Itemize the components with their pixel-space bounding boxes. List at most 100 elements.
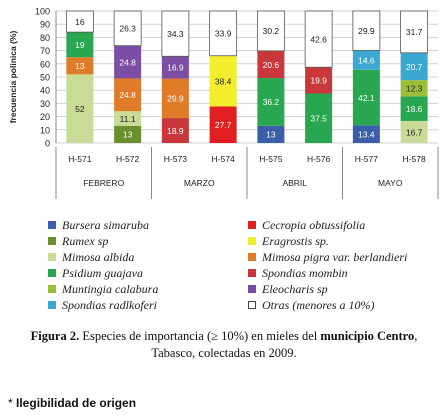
legend-swatch [48,253,56,261]
bar-segment [66,57,94,75]
bar-segment [257,78,285,126]
bar-segment [66,74,94,143]
bar-segment [161,78,189,119]
bar-segment [114,125,142,143]
caption-figure-label: Figura 2. [30,329,80,343]
y-tick-label: 90 [40,20,50,30]
data-label: 30.2 [263,26,280,36]
legend-swatch [48,301,56,309]
legend-item: Muntingia calabura [48,282,158,297]
bar-segment [257,125,285,143]
caption-text-2: , Tabasco, colectadas en 2009. [151,329,418,360]
x-tick-label: H-576 [307,154,330,164]
data-label: 31.7 [406,27,423,37]
y-tick-label: 0 [45,139,50,149]
bar-segment [114,78,142,112]
y-axis-label: frecuencia polinica (%) [8,31,18,124]
figure-caption: Figura 2. Especies de importancia (≥ 10%… [8,328,440,362]
y-tick-label: 20 [40,112,50,122]
legend-swatch [48,237,56,245]
y-tick-label: 10 [40,125,50,135]
bar-segment [65,10,94,33]
legend-swatch [48,285,56,293]
bar-segment [66,32,94,58]
group-label: FEBRERO [83,178,124,188]
bar-segment [114,111,142,126]
legend-item: Mimosa pigra var. berlandieri [248,250,407,265]
footnote-asterisk: * [8,396,13,410]
data-label: 27.7 [215,120,232,130]
data-label: 13 [266,130,276,140]
data-label: 12.3 [406,84,423,94]
group-label: ABRIL [282,178,307,188]
data-label: 18.6 [406,104,423,114]
bar-segment [352,69,380,126]
bar-segment [113,10,142,47]
y-tick-label: 70 [40,46,50,56]
footnote: * Ilegibilidad de origen [8,396,136,410]
data-label: 33.9 [215,29,232,39]
y-tick-label: 40 [40,86,50,96]
data-label: 11.1 [120,114,136,124]
legend-label: Mimosa albida [62,250,135,264]
bar-segment [305,93,333,143]
caption-text-1: Especies de importancia (≥ 10%) en miele… [79,329,321,343]
data-label: 18.9 [167,126,184,136]
y-tick-label: 100 [35,7,50,17]
legend-item: Cecropia obtussifolia [248,218,365,233]
data-label: 16.7 [406,127,423,137]
bar-segment [400,80,428,97]
bar-segment [400,96,428,121]
x-tick-label: H-578 [403,154,426,164]
data-label: 24.8 [119,57,136,67]
data-label: 42.6 [310,34,327,44]
data-label: 20.6 [263,60,280,70]
data-label: 13 [75,61,85,71]
legend-label: Muntingia calabura [62,282,159,296]
legend-item: Mimosa albida [48,250,134,265]
bar-segment [400,10,429,54]
bar-segment [400,120,428,143]
legend-swatch [248,253,256,261]
legend-label: Otras (menores a 10%) [262,298,375,312]
data-label: 19 [75,40,85,50]
legend-label: Eragrostis sp. [262,234,329,248]
data-label: 34.3 [167,29,184,39]
bar-segment [305,67,333,94]
legend-swatch [48,269,56,277]
legend-label: Cecropia obtussifolia [262,218,366,232]
bar-segment [352,50,380,70]
bar-segment [209,55,237,107]
legend-swatch [48,221,56,229]
data-label: 38.4 [215,76,232,86]
stacked-bar-chart: 0 10 20 30 40 50 60 70 80 90 100 frecuencia polinic… [8,7,439,199]
data-label: 24.8 [119,90,136,100]
y-tick-label: 60 [40,59,50,69]
y-tick-label: 30 [40,99,50,109]
data-label: 13 [123,130,133,140]
bar-segment [209,106,237,143]
y-tick-label: 80 [40,33,50,43]
x-tick-label: H-574 [212,154,235,164]
data-label: 16.9 [167,63,184,73]
legend-label: Psidium guajava [62,266,143,280]
legend-swatch [248,301,256,309]
bar-segment [161,118,189,143]
x-tick-label: H-573 [164,154,187,164]
x-tick-label: H-577 [355,154,378,164]
caption-municipio: municipio Centro [320,329,415,343]
bar-segment [114,45,142,79]
x-tick-label: H-575 [259,154,282,164]
legend-item: Spondias mombin [248,266,348,281]
data-label: 14.6 [358,55,375,65]
bar-segment [257,50,285,79]
legend-swatch [248,237,256,245]
legend-item: Bursera simaruba [48,218,149,233]
legend-item: Otras (menores a 10%) [248,298,375,313]
data-label: 13.4 [358,129,375,139]
legend-label: Spondias radlkoferi [62,298,157,312]
bar-segment [304,10,333,68]
legend-item: Psidium guajava [48,266,143,281]
bar-segment [352,125,380,143]
legend-item: Eragrostis sp. [248,234,329,249]
